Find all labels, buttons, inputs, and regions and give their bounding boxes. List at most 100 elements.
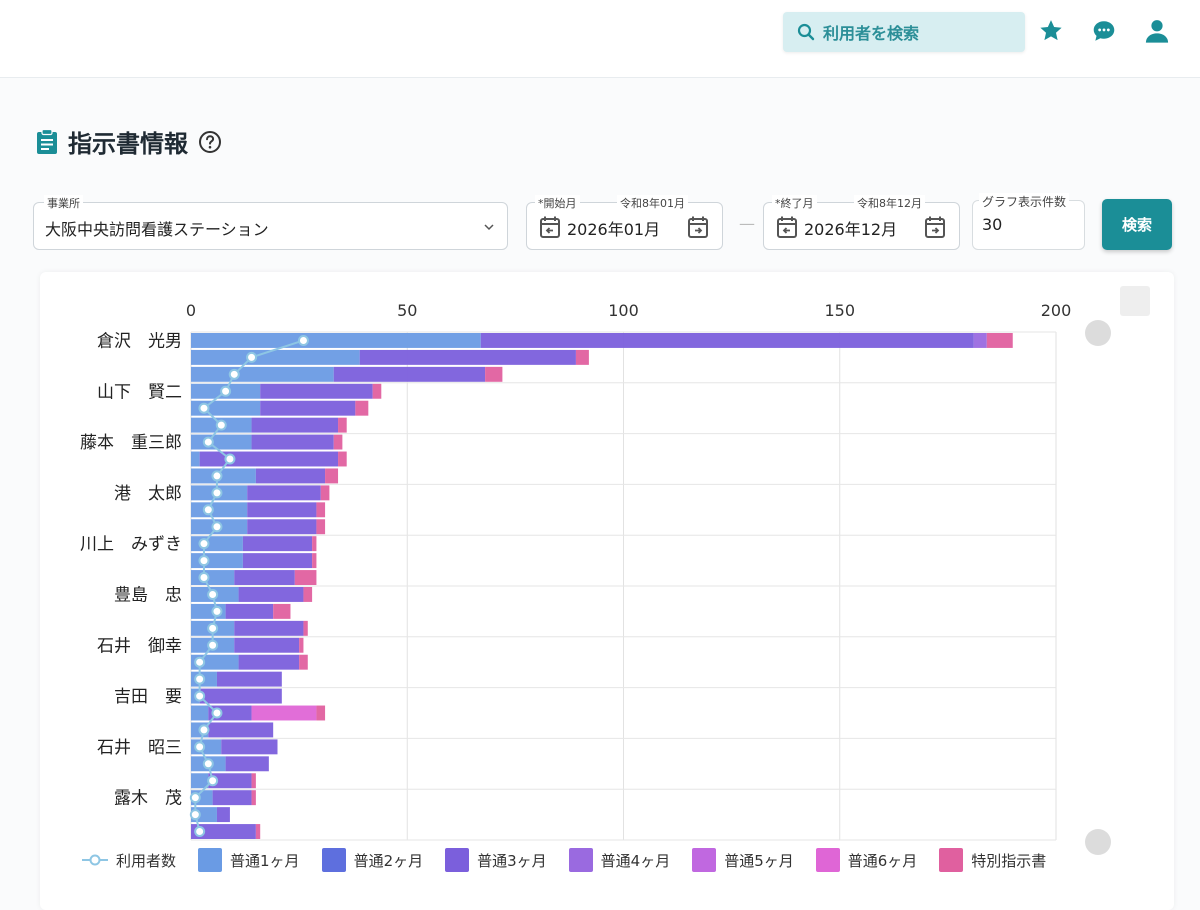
- bar-segment: [208, 773, 252, 789]
- bar-segment: [216, 807, 230, 823]
- start-month-field[interactable]: *開始月 令和8年01月 2026年01月: [526, 195, 723, 250]
- legend-label: 普通3ヶ月: [477, 851, 547, 870]
- row-label: 藤本 重三郎: [80, 433, 182, 453]
- legend-item[interactable]: 普通6ヶ月: [815, 848, 917, 872]
- row-label: 港 太郎: [114, 484, 182, 504]
- end-month-era: 令和8年12月: [854, 195, 925, 211]
- legend-item[interactable]: 普通5ヶ月: [692, 848, 794, 872]
- bar-segment: [973, 333, 987, 348]
- row-label: 露木 茂: [114, 789, 182, 809]
- bar-segment: [312, 536, 317, 552]
- bar-segment: [191, 366, 334, 382]
- bar-segment: [338, 417, 347, 433]
- line-point: [211, 605, 223, 617]
- row-label: 石井 昭三: [97, 738, 182, 758]
- chevron-down-icon: [484, 224, 494, 231]
- legend-label: 普通1ヶ月: [230, 851, 300, 870]
- bar-segment: [255, 468, 326, 484]
- search-icon: [797, 23, 815, 41]
- bar-segment: [251, 790, 256, 806]
- calendar-prev-icon[interactable]: [777, 216, 797, 238]
- user-search-box[interactable]: 利用者を検索: [783, 12, 1025, 52]
- bar-segment: [199, 451, 339, 467]
- legend-item[interactable]: 普通4ヶ月: [568, 848, 671, 872]
- bar-segment: [303, 620, 308, 636]
- legend-line-marker: [82, 854, 108, 866]
- line-point: [207, 588, 219, 600]
- user-icon[interactable]: [1142, 16, 1172, 46]
- line-point: [211, 521, 223, 533]
- line-point: [207, 775, 219, 787]
- help-circle-icon[interactable]: [198, 130, 222, 154]
- legend-item[interactable]: 普通2ヶ月: [321, 848, 423, 872]
- legend-label: 普通4ヶ月: [600, 851, 671, 870]
- line-point: [202, 758, 214, 770]
- legend-item[interactable]: 普通1ヶ月: [198, 848, 300, 872]
- page-title: 指示書情報: [68, 130, 188, 158]
- chart-count-label: グラフ表示件数: [979, 193, 1070, 210]
- start-month-value: 2026年01月: [567, 220, 661, 239]
- line-point: [194, 826, 206, 838]
- line-point: [224, 453, 236, 465]
- legend-item[interactable]: 普通3ヶ月: [445, 848, 547, 872]
- calendar-prev-icon[interactable]: [540, 216, 560, 238]
- bar-segment: [191, 349, 360, 365]
- calendar-next-icon[interactable]: [925, 216, 945, 238]
- line-point: [198, 572, 210, 584]
- end-month-value: 2026年12月: [804, 220, 898, 239]
- line-point: [194, 690, 206, 702]
- bar-segment: [299, 637, 304, 653]
- line-point: [220, 385, 232, 397]
- x-tick-label: 200: [1041, 301, 1072, 320]
- bar-segment: [251, 773, 256, 789]
- bar-segment: [191, 773, 209, 789]
- bar-segment: [225, 756, 269, 772]
- chat-icon[interactable]: [1089, 16, 1119, 46]
- bar-segment: [208, 722, 274, 738]
- bar-segment: [303, 587, 313, 602]
- bar-segment: [294, 570, 317, 585]
- bar-segment: [238, 587, 304, 602]
- row-label: 豊島 忠: [114, 585, 182, 605]
- end-month-field[interactable]: *終了月 令和8年12月 2026年12月: [763, 195, 960, 250]
- bar-segment: [191, 570, 235, 585]
- office-select[interactable]: 事業所 大阪中央訪問看護ステーション: [33, 195, 508, 250]
- legend-swatch: [321, 848, 346, 872]
- legend-item[interactable]: 利用者数: [82, 850, 176, 871]
- legend-label: 利用者数: [116, 851, 177, 870]
- row-label: 川上 みずき: [80, 535, 182, 555]
- bar-segment: [273, 603, 291, 619]
- bar-segment: [575, 349, 589, 365]
- line-point: [297, 334, 309, 346]
- bar-segment: [191, 333, 481, 348]
- chart-count-field[interactable]: グラフ表示件数 30: [972, 193, 1085, 250]
- top-bar: 利用者を検索: [0, 0, 1200, 78]
- line-point: [194, 741, 206, 753]
- bar-segment: [247, 519, 317, 535]
- chart-count-value: 30: [982, 215, 1003, 234]
- x-tick-label: 0: [186, 301, 196, 320]
- legend-swatch: [815, 848, 840, 872]
- bar-segment: [199, 688, 282, 704]
- calendar-next-icon[interactable]: [688, 216, 708, 238]
- line-point: [194, 673, 206, 685]
- document-icon: [37, 128, 57, 154]
- bar-segment: [320, 485, 330, 501]
- bar-segment: [242, 553, 313, 569]
- star-icon[interactable]: [1036, 16, 1066, 46]
- search-button[interactable]: 検索: [1102, 199, 1172, 250]
- scroll-handle-top: [1120, 286, 1150, 316]
- bar-segment: [191, 468, 256, 484]
- start-month-era: 令和8年01月: [617, 195, 688, 211]
- bar-segment: [260, 383, 373, 399]
- bar-segment: [234, 637, 300, 653]
- row-label: 石井 御幸: [97, 636, 182, 656]
- line-point: [228, 368, 240, 380]
- row-label: 吉田 要: [114, 687, 182, 707]
- legend-item[interactable]: 特別指示書: [939, 848, 1046, 872]
- range-handle-top: [1085, 320, 1111, 346]
- chart-legend: 利用者数 普通1ヶ月 普通2ヶ月 普通3ヶ月 普通4ヶ月 普通5ヶ月 普通6ヶ月 特別指示書: [82, 846, 1068, 874]
- bar-segment: [247, 485, 321, 501]
- bar-segment: [216, 671, 282, 687]
